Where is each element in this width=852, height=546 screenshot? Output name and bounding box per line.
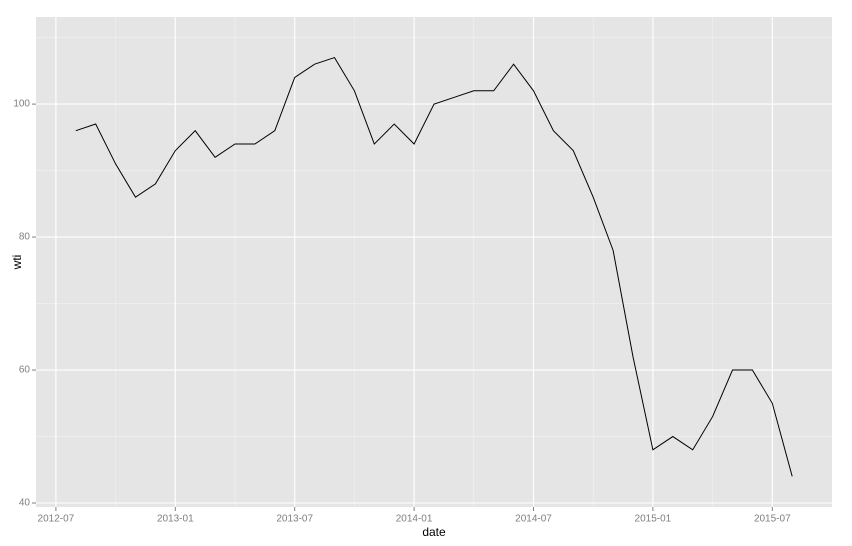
x-axis-title: date — [422, 525, 446, 539]
y-tick-label: 60 — [19, 365, 31, 376]
x-tick-label: 2014-07 — [515, 514, 552, 525]
y-tick-label: 80 — [19, 232, 31, 243]
x-tick-label: 2014-01 — [396, 514, 433, 525]
x-tick-label: 2012-07 — [38, 514, 75, 525]
x-tick-label: 2013-07 — [276, 514, 313, 525]
y-tick-label: 40 — [19, 498, 31, 509]
plot-panel — [36, 17, 832, 507]
marks — [75, 56, 793, 477]
y-tick-label: 100 — [13, 99, 30, 110]
series-line — [75, 56, 793, 477]
y-axis-title: wti — [10, 255, 24, 271]
x-tick-label: 2013-01 — [157, 514, 194, 525]
x-tick-label: 2015-07 — [754, 514, 791, 525]
x-tick-label: 2015-01 — [635, 514, 672, 525]
